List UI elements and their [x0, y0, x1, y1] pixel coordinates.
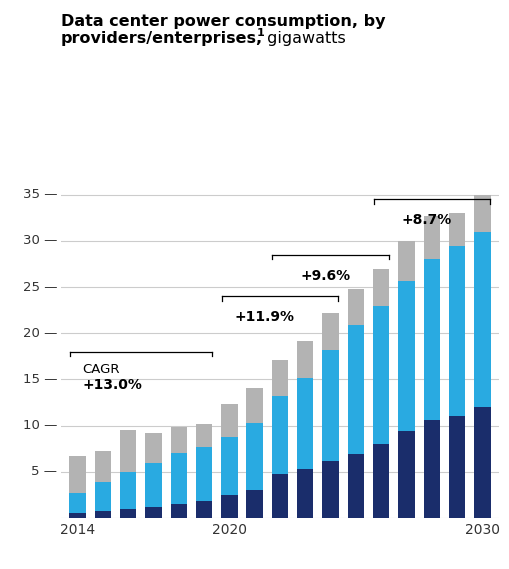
Bar: [297, 469, 314, 518]
Bar: [221, 436, 238, 494]
Bar: [373, 269, 389, 306]
Text: +11.9%: +11.9%: [235, 310, 294, 324]
Bar: [322, 313, 339, 350]
Text: 35 —: 35 —: [23, 188, 58, 201]
Bar: [171, 504, 187, 518]
Bar: [196, 501, 212, 518]
Text: +13.0%: +13.0%: [82, 378, 143, 391]
Text: 20 —: 20 —: [23, 327, 58, 340]
Bar: [449, 246, 465, 417]
Bar: [322, 460, 339, 518]
Bar: [398, 431, 415, 518]
Bar: [423, 420, 440, 518]
Bar: [272, 360, 288, 396]
Bar: [272, 396, 288, 475]
Bar: [120, 430, 136, 472]
Text: 15 —: 15 —: [23, 373, 58, 386]
Bar: [398, 281, 415, 431]
Bar: [398, 241, 415, 281]
Bar: [95, 512, 111, 518]
Bar: [196, 447, 212, 501]
Text: Data center power consumption, by: Data center power consumption, by: [61, 14, 386, 29]
Bar: [474, 232, 491, 407]
Bar: [69, 493, 86, 513]
Text: 30 —: 30 —: [23, 234, 58, 248]
Bar: [95, 451, 111, 482]
Bar: [120, 472, 136, 509]
Bar: [449, 213, 465, 246]
Bar: [449, 417, 465, 518]
Bar: [474, 195, 491, 232]
Bar: [322, 350, 339, 460]
Text: providers/enterprises,: providers/enterprises,: [61, 31, 263, 46]
Bar: [272, 475, 288, 518]
Bar: [120, 509, 136, 518]
Bar: [171, 453, 187, 504]
Bar: [348, 325, 364, 454]
Text: 10 —: 10 —: [23, 419, 58, 432]
Text: +8.7%: +8.7%: [402, 213, 451, 227]
Bar: [246, 490, 263, 518]
Bar: [348, 454, 364, 518]
Bar: [373, 444, 389, 518]
Bar: [423, 216, 440, 258]
Bar: [145, 463, 162, 507]
Text: 5 —: 5 —: [31, 465, 58, 478]
Text: CAGR: CAGR: [82, 363, 120, 376]
Bar: [246, 387, 263, 423]
Bar: [69, 513, 86, 518]
Text: 25 —: 25 —: [23, 281, 58, 294]
Bar: [246, 423, 263, 490]
Bar: [145, 433, 162, 463]
Text: gigawatts: gigawatts: [262, 31, 346, 46]
Bar: [221, 405, 238, 436]
Bar: [95, 482, 111, 512]
Bar: [297, 341, 314, 378]
Bar: [474, 407, 491, 518]
Bar: [423, 258, 440, 420]
Text: +9.6%: +9.6%: [300, 269, 350, 283]
Bar: [145, 507, 162, 518]
Text: 1: 1: [257, 28, 265, 39]
Bar: [348, 289, 364, 325]
Bar: [373, 306, 389, 444]
Bar: [221, 494, 238, 518]
Bar: [171, 427, 187, 453]
Bar: [69, 456, 86, 493]
Bar: [297, 378, 314, 469]
Bar: [196, 424, 212, 447]
